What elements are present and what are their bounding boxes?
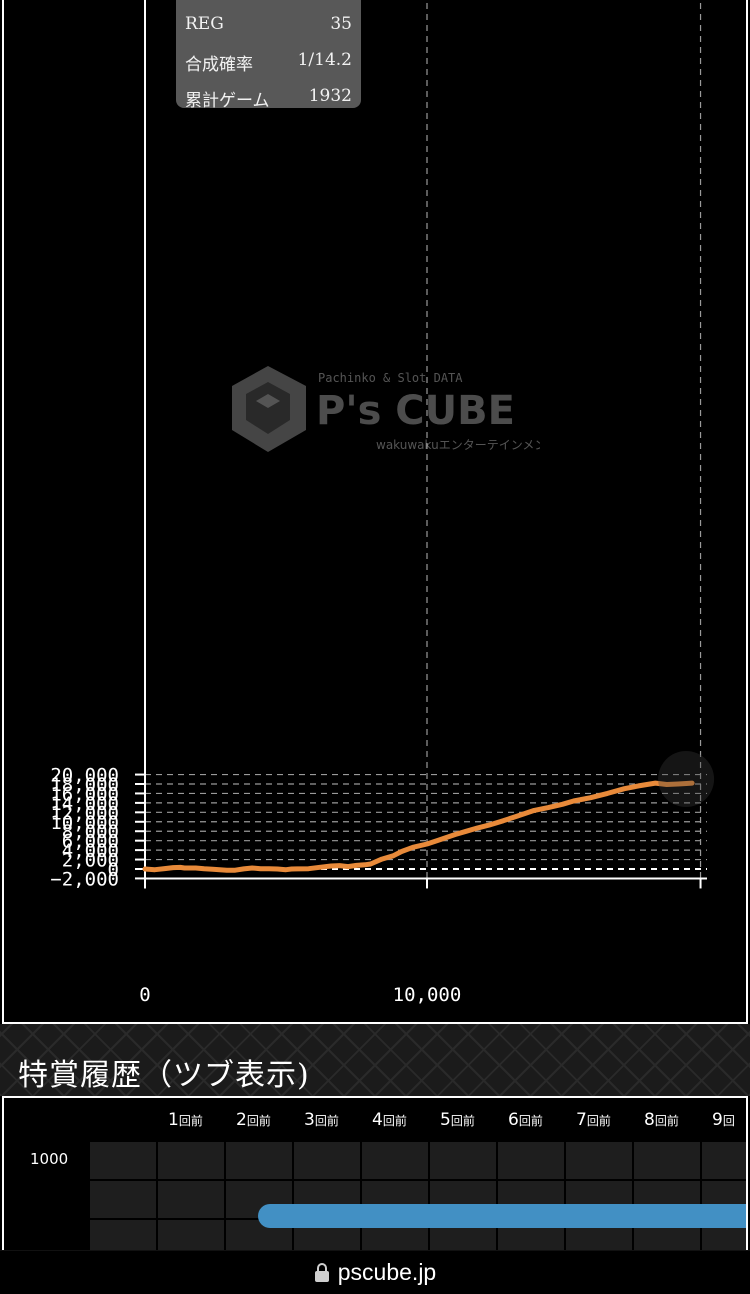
- column-number: 4: [372, 1110, 383, 1130]
- tick-labels: −2,00002,0004,0006,0008,00010,00012,0001…: [50, 765, 461, 1006]
- x-tick-label: 10,000: [393, 984, 462, 1006]
- history-cell: [498, 1142, 564, 1179]
- y-tick-label: 16,000: [50, 783, 119, 805]
- series-layer: [142, 751, 715, 873]
- column-unit: 回: [722, 1114, 735, 1128]
- url-text: pscube.jp: [337, 1259, 437, 1285]
- section-title: 特賞履歴（ツブ表示): [18, 1058, 310, 1093]
- history-cell: [702, 1142, 746, 1179]
- column-number: 7: [576, 1110, 587, 1130]
- hover-point[interactable]: [658, 751, 715, 808]
- history-column-header: 9回: [712, 1110, 735, 1130]
- history-cell: [294, 1142, 360, 1179]
- column-number: 2: [236, 1110, 247, 1130]
- history-column-header: 6回前: [508, 1110, 543, 1130]
- history-panel[interactable]: 1回前 2回前 3回前 4回前 5回前 6回前 7回前 8回前 9回 1000: [2, 1096, 748, 1256]
- y-tick-label: 8,000: [62, 821, 119, 843]
- history-bar[interactable]: [258, 1204, 746, 1228]
- y-tick-label: 10,000: [50, 812, 119, 834]
- section-header-band: [0, 1024, 750, 1096]
- tooltip-value: 1932: [308, 86, 352, 106]
- column-unit: 回前: [586, 1114, 611, 1128]
- history-cell: [226, 1142, 292, 1179]
- y-tick-label: 6,000: [62, 831, 119, 853]
- column-number: 5: [440, 1110, 451, 1130]
- column-unit: 回前: [314, 1114, 339, 1128]
- tooltip-value: 1/14.2: [297, 50, 352, 70]
- grid-lines: [145, 0, 707, 879]
- history-y-label: 1000: [30, 1150, 69, 1168]
- y-tick-label: 12,000: [50, 802, 119, 824]
- y-tick-label: −2,000: [50, 868, 119, 890]
- column-number: 8: [644, 1110, 655, 1130]
- y-tick-label: 2,000: [62, 850, 119, 872]
- column-unit: 回前: [382, 1114, 407, 1128]
- tooltip-row-total-games: 累計ゲーム 1932: [185, 86, 352, 111]
- axes: [135, 0, 707, 889]
- history-cell: [90, 1142, 156, 1179]
- tooltip-value: 35: [330, 14, 352, 34]
- history-column-header: 3回前: [304, 1110, 339, 1130]
- slump-graph: −2,00002,0004,0006,0008,00010,00012,0001…: [50, 0, 715, 1006]
- y-tick-label: 18,000: [50, 774, 119, 796]
- data-tooltip: REG 35 合成確率 1/14.2 累計ゲーム 1932: [176, 0, 361, 111]
- history-cell: [158, 1181, 224, 1218]
- history-column-header: 4回前: [372, 1110, 407, 1130]
- history-cell: [362, 1142, 428, 1179]
- history-cell: [566, 1142, 632, 1179]
- history-column-header: 8回前: [644, 1110, 679, 1130]
- history-cell: [90, 1181, 156, 1218]
- tooltip-label: REG: [185, 14, 224, 34]
- column-unit: 回前: [246, 1114, 271, 1128]
- lock-icon: [314, 1262, 329, 1282]
- series-line: [142, 780, 695, 873]
- y-tick-label: 0: [108, 859, 119, 881]
- tooltip-label: 累計ゲーム: [185, 91, 270, 111]
- history-column-header: 1回前: [168, 1110, 203, 1130]
- column-number: 1: [168, 1110, 179, 1130]
- tooltip-row-probability: 合成確率 1/14.2: [185, 50, 352, 75]
- x-tick-label: 0: [139, 984, 150, 1006]
- column-number: 9: [712, 1110, 723, 1130]
- y-tick-label: 20,000: [50, 765, 119, 787]
- history-column-header: 7回前: [576, 1110, 611, 1130]
- column-unit: 回前: [518, 1114, 543, 1128]
- y-tick-label: 14,000: [50, 793, 119, 815]
- history-cell: [634, 1142, 700, 1179]
- history-cell: [158, 1142, 224, 1179]
- column-number: 3: [304, 1110, 315, 1130]
- tooltip-row-reg: REG 35: [185, 14, 352, 36]
- chart-panel: −2,000 0 2,000 4,000 6,000 8,000 10,000 12,000 1…: [2, 0, 748, 1024]
- history-cell: [430, 1142, 496, 1179]
- column-unit: 回前: [654, 1114, 679, 1128]
- history-column-header: 2回前: [236, 1110, 271, 1130]
- browser-url-bar[interactable]: pscube.jp: [0, 1250, 750, 1294]
- history-column-header: 5回前: [440, 1110, 475, 1130]
- column-number: 6: [508, 1110, 519, 1130]
- tooltip-label: 合成確率: [185, 55, 253, 75]
- y-tick-label: 4,000: [62, 840, 119, 862]
- column-unit: 回前: [178, 1114, 203, 1128]
- column-unit: 回前: [450, 1114, 475, 1128]
